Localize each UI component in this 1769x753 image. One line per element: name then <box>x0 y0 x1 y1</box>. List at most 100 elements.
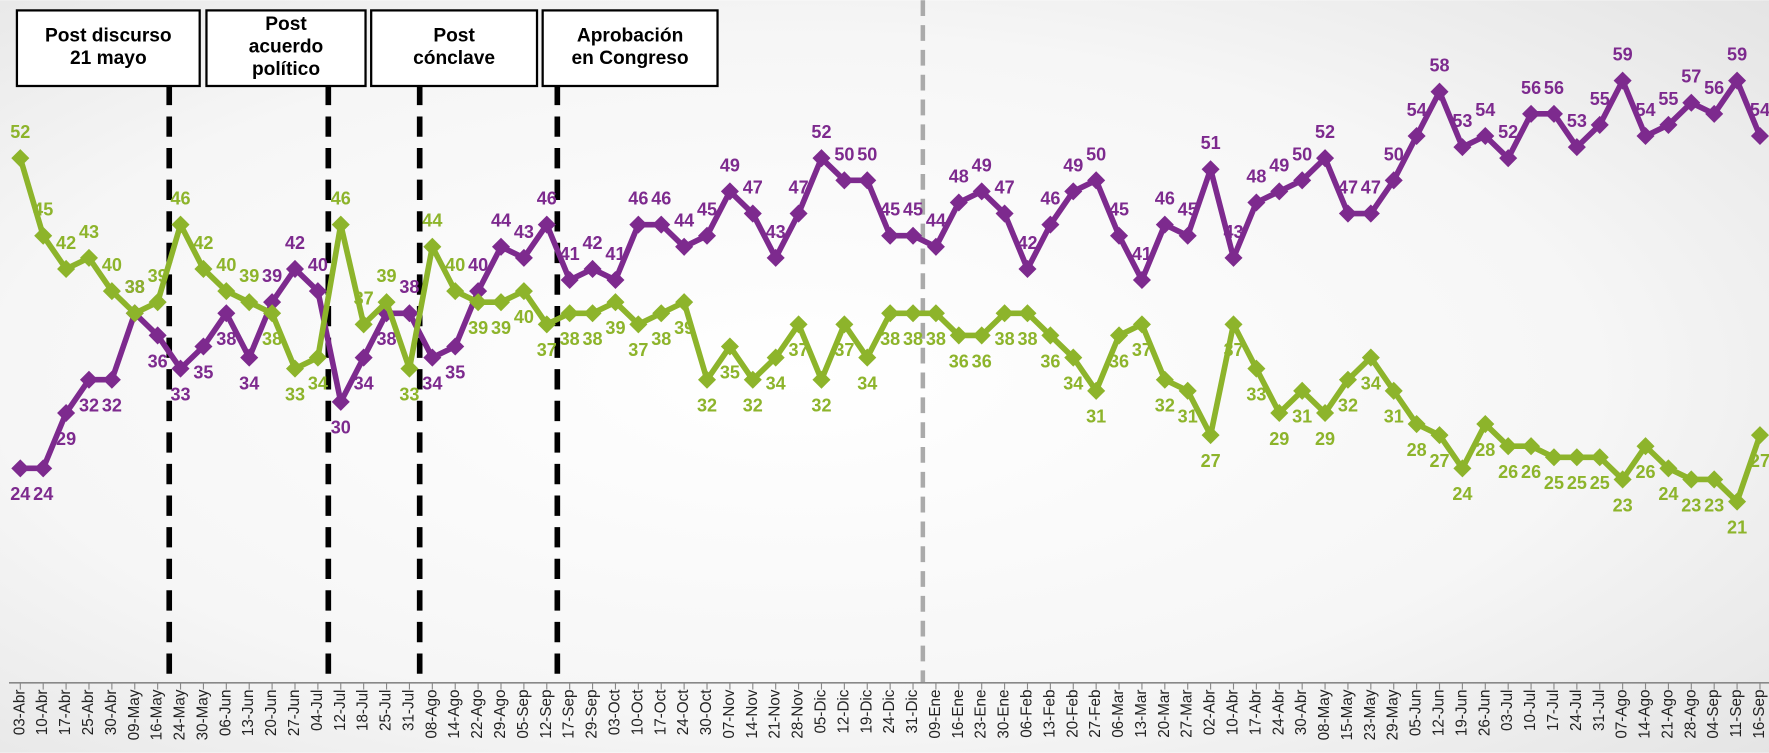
value-label: 49 <box>972 155 992 175</box>
x-tick-label: 29-Ago <box>492 690 509 739</box>
value-label: 34 <box>1361 373 1381 393</box>
point <box>171 215 190 234</box>
value-label: 50 <box>857 144 877 164</box>
value-label: 38 <box>880 329 900 349</box>
value-label: 37 <box>628 340 648 360</box>
value-label: 42 <box>583 233 603 253</box>
x-tick-label: 30-Oct <box>698 689 715 735</box>
value-label: 38 <box>995 329 1015 349</box>
event-lines <box>166 0 926 683</box>
value-label: 50 <box>1086 144 1106 164</box>
value-label: 54 <box>1635 100 1655 120</box>
x-tick-label: 02-Abr <box>1202 690 1219 736</box>
x-tick-label: 12-Sep <box>538 690 555 739</box>
annotation-text: en Congreso <box>572 48 689 69</box>
point <box>1659 115 1678 134</box>
x-tick-label: 17-Abr <box>1247 690 1264 736</box>
point <box>34 226 53 245</box>
value-label: 38 <box>583 329 603 349</box>
value-label: 45 <box>1178 200 1198 220</box>
x-tick-label: 15-May <box>1339 689 1356 740</box>
point <box>263 293 282 312</box>
point <box>469 282 488 301</box>
value-label: 31 <box>1292 407 1312 427</box>
x-tick-label: 24-May <box>172 689 189 740</box>
x-tick-label: 27-Feb <box>1087 690 1104 738</box>
x-tick-label: 25-Abr <box>80 690 97 736</box>
value-label: 27 <box>1429 451 1449 471</box>
x-tick-label: 29-May <box>1385 689 1402 740</box>
point <box>446 337 465 356</box>
point <box>606 271 625 290</box>
value-label: 46 <box>1040 189 1060 209</box>
point <box>606 293 625 312</box>
value-label: 28 <box>1475 440 1495 460</box>
point <box>34 459 53 478</box>
point <box>560 271 579 290</box>
value-label: 52 <box>1315 122 1335 142</box>
value-label: 40 <box>216 255 236 275</box>
point <box>1132 271 1151 290</box>
point <box>1407 415 1426 434</box>
point <box>1110 226 1129 245</box>
x-tick-label: 24-Abr <box>1270 690 1287 736</box>
point <box>1201 426 1220 445</box>
value-label: 36 <box>1040 351 1060 371</box>
point <box>1178 381 1197 400</box>
point <box>1224 248 1243 267</box>
value-label: 59 <box>1613 45 1633 65</box>
value-label: 45 <box>33 200 53 220</box>
point <box>697 226 717 245</box>
value-label: 24 <box>1658 484 1678 504</box>
point <box>217 282 236 301</box>
value-label: 37 <box>1223 340 1243 360</box>
x-tick-label: 31-Jul <box>1591 690 1608 731</box>
value-label: 58 <box>1429 56 1449 76</box>
x-tick-label: 30-May <box>194 689 211 740</box>
point <box>1636 437 1655 456</box>
point <box>1224 315 1243 334</box>
x-tick-label: 23-May <box>1362 689 1379 740</box>
point <box>1132 315 1151 334</box>
value-label: 25 <box>1590 473 1610 493</box>
x-tick-label: 12-Jul <box>332 690 349 731</box>
value-label: 38 <box>125 277 145 297</box>
value-label: 42 <box>1017 233 1037 253</box>
point <box>675 237 694 256</box>
value-label: 39 <box>491 318 511 338</box>
point <box>812 149 831 168</box>
x-tick-label: 14-Ago <box>1637 690 1654 739</box>
point <box>835 171 854 190</box>
x-tick-label: 27-Mar <box>1179 690 1196 738</box>
value-label: 33 <box>399 385 419 405</box>
point <box>972 326 991 345</box>
x-tick-label: 09-May <box>126 689 143 740</box>
value-label: 37 <box>354 288 374 308</box>
point <box>308 282 327 301</box>
x-tick-label: 06-Feb <box>1018 690 1035 738</box>
value-label: 32 <box>811 396 831 416</box>
x-tick-label: 19-Dic <box>858 689 875 733</box>
point <box>743 204 762 223</box>
value-label: 32 <box>1338 396 1358 416</box>
point <box>423 348 442 367</box>
value-label: 26 <box>1498 462 1518 482</box>
x-tick-label: 21-Nov <box>767 689 784 738</box>
x-tick-label: 28-Ago <box>1682 690 1699 739</box>
x-tick-label: 24-Dic <box>881 689 898 733</box>
point <box>1430 426 1449 445</box>
point <box>1682 93 1701 112</box>
value-label: 45 <box>697 200 717 220</box>
x-tick-label: 13-Jun <box>240 690 257 737</box>
annotation-box <box>15 9 201 88</box>
point <box>331 215 350 234</box>
value-label: 54 <box>1750 100 1769 120</box>
point <box>423 237 442 256</box>
value-label: 47 <box>1361 178 1381 198</box>
x-tick-label: 11-Sep <box>1728 690 1745 738</box>
x-tick-label: 17-Jul <box>1545 690 1562 731</box>
point <box>1384 381 1403 400</box>
point <box>904 226 923 245</box>
value-label: 23 <box>1704 495 1724 515</box>
point <box>1728 492 1747 511</box>
